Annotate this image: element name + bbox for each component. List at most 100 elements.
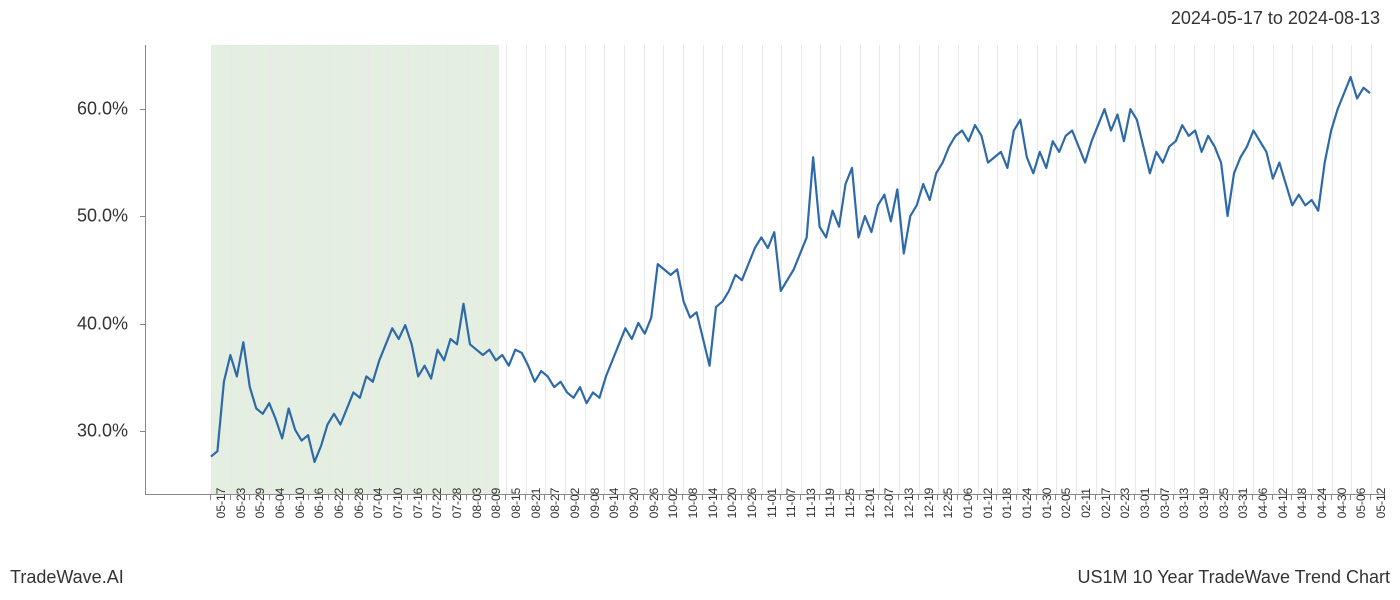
x-tick-label: 03-13 <box>1177 488 1191 519</box>
x-tick-mark <box>800 495 801 500</box>
x-tick-mark <box>957 495 958 500</box>
x-tick-mark <box>230 495 231 500</box>
x-tick-label: 06-10 <box>293 488 307 519</box>
x-tick-mark <box>387 495 388 500</box>
x-tick-mark <box>977 495 978 500</box>
x-tick-label: 04-24 <box>1315 488 1329 519</box>
x-tick-label: 11-13 <box>804 488 818 518</box>
x-tick-mark <box>584 495 585 500</box>
x-tick-label: 04-30 <box>1335 488 1349 519</box>
x-tick-label: 05-29 <box>253 488 267 519</box>
x-tick-label: 09-02 <box>568 488 582 519</box>
x-tick-label: 03-25 <box>1217 488 1231 519</box>
x-tick-label: 11-19 <box>823 488 837 518</box>
x-tick-mark <box>1036 495 1037 500</box>
x-tick-mark <box>682 495 683 500</box>
x-tick-mark <box>1095 495 1096 500</box>
x-tick-label: 09-26 <box>647 488 661 519</box>
x-tick-mark <box>898 495 899 500</box>
y-tick-label: 50.0% <box>77 206 128 227</box>
y-tick-label: 40.0% <box>77 313 128 334</box>
x-tick-mark <box>1272 495 1273 500</box>
x-tick-label: 11-07 <box>784 488 798 518</box>
x-tick-label: 04-12 <box>1276 488 1290 519</box>
y-axis: 30.0% 40.0% 50.0% 60.0% <box>0 45 140 495</box>
x-tick-label: 06-04 <box>273 488 287 519</box>
x-tick-mark <box>1331 495 1332 500</box>
x-tick-mark <box>1370 495 1371 500</box>
x-tick-label: 09-08 <box>588 488 602 519</box>
x-tick-label: 03-19 <box>1197 488 1211 519</box>
x-tick-label: 10-08 <box>686 488 700 519</box>
x-tick-label: 12-19 <box>922 488 936 519</box>
x-tick-label: 08-27 <box>548 488 562 519</box>
date-range-label: 2024-05-17 to 2024-08-13 <box>1171 8 1380 29</box>
x-tick-label: 12-01 <box>863 488 877 519</box>
x-tick-mark <box>741 495 742 500</box>
x-tick-mark <box>1252 495 1253 500</box>
chart-plot-area <box>145 45 1385 495</box>
x-tick-mark <box>937 495 938 500</box>
x-tick-label: 02-11 <box>1079 488 1093 518</box>
x-tick-label: 08-21 <box>529 488 543 519</box>
x-tick-mark <box>1213 495 1214 500</box>
x-tick-label: 05-17 <box>214 488 228 519</box>
x-tick-mark <box>289 495 290 500</box>
x-tick-mark <box>249 495 250 500</box>
x-tick-mark <box>1311 495 1312 500</box>
x-tick-label: 08-03 <box>470 488 484 519</box>
x-tick-mark <box>1291 495 1292 500</box>
x-tick-label: 02-23 <box>1118 488 1132 519</box>
x-tick-mark <box>761 495 762 500</box>
x-tick-label: 07-16 <box>411 488 425 519</box>
x-tick-label: 10-26 <box>745 488 759 519</box>
x-tick-label: 06-22 <box>332 488 346 519</box>
x-tick-mark <box>407 495 408 500</box>
x-tick-mark <box>780 495 781 500</box>
x-tick-label: 03-31 <box>1236 488 1250 519</box>
x-tick-label: 12-13 <box>902 488 916 519</box>
x-tick-mark <box>485 495 486 500</box>
x-axis: 05-1705-2305-2906-0406-1006-1606-2206-28… <box>145 495 1385 565</box>
x-tick-mark <box>1016 495 1017 500</box>
x-tick-label: 11-01 <box>765 488 779 518</box>
x-tick-label: 09-14 <box>607 488 621 519</box>
x-tick-mark <box>210 495 211 500</box>
x-tick-label: 05-23 <box>234 488 248 519</box>
trend-line <box>211 77 1370 462</box>
x-tick-mark <box>702 495 703 500</box>
x-tick-mark <box>839 495 840 500</box>
x-tick-label: 05-06 <box>1354 488 1368 519</box>
x-tick-mark <box>505 495 506 500</box>
x-tick-mark <box>348 495 349 500</box>
x-tick-label: 12-07 <box>882 488 896 519</box>
x-tick-mark <box>662 495 663 500</box>
x-tick-label: 12-25 <box>941 488 955 519</box>
x-tick-mark <box>1075 495 1076 500</box>
x-tick-label: 08-15 <box>509 488 523 519</box>
y-tick-label: 60.0% <box>77 99 128 120</box>
x-tick-mark <box>1154 495 1155 500</box>
x-tick-label: 07-22 <box>430 488 444 519</box>
x-tick-label: 07-10 <box>391 488 405 519</box>
x-tick-mark <box>996 495 997 500</box>
x-tick-mark <box>918 495 919 500</box>
x-tick-label: 04-06 <box>1256 488 1270 519</box>
x-tick-mark <box>367 495 368 500</box>
x-tick-mark <box>308 495 309 500</box>
x-tick-label: 01-18 <box>1000 488 1014 519</box>
x-tick-mark <box>446 495 447 500</box>
x-tick-mark <box>878 495 879 500</box>
x-tick-label: 01-06 <box>961 488 975 519</box>
x-tick-label: 08-09 <box>489 488 503 519</box>
x-tick-label: 03-01 <box>1138 488 1152 519</box>
chart-line-svg <box>146 45 1385 494</box>
y-tick-label: 30.0% <box>77 420 128 441</box>
x-tick-label: 10-14 <box>706 488 720 519</box>
x-tick-label: 06-16 <box>312 488 326 519</box>
footer-chart-title: US1M 10 Year TradeWave Trend Chart <box>1078 567 1391 588</box>
x-tick-mark <box>269 495 270 500</box>
x-tick-mark <box>564 495 565 500</box>
x-tick-mark <box>1114 495 1115 500</box>
x-tick-label: 10-02 <box>666 488 680 519</box>
